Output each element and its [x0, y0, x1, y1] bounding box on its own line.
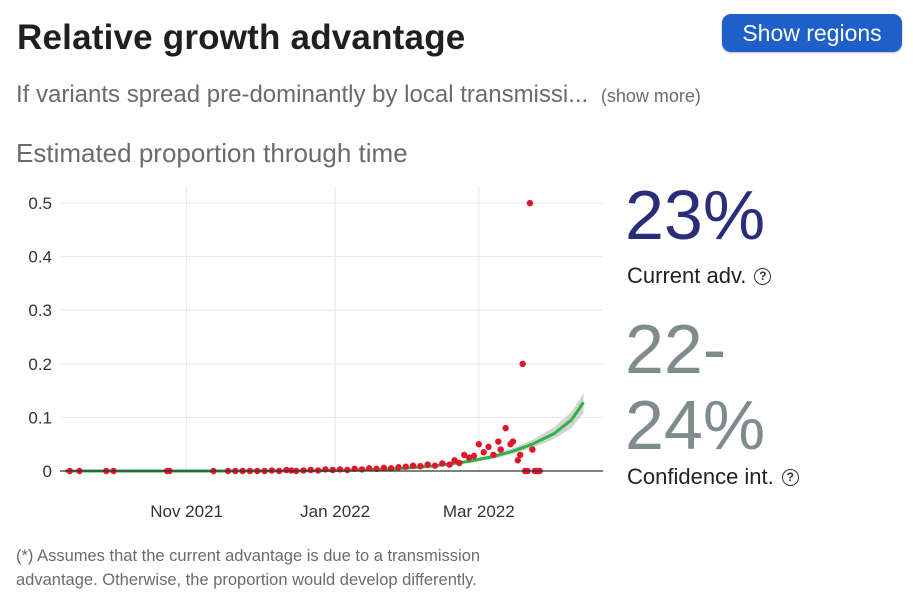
x-tick-label: Jan 2022: [300, 502, 370, 521]
help-icon[interactable]: ?: [781, 469, 799, 486]
data-point: [409, 462, 417, 469]
data-point: [529, 446, 536, 453]
show-regions-button[interactable]: Show regions: [722, 14, 902, 52]
confidence-interval-label: Confidence int.: [627, 464, 774, 489]
fit-line-layer: [64, 401, 585, 473]
data-point: [490, 451, 497, 459]
data-point: [480, 449, 487, 456]
data-point: [451, 457, 458, 464]
data-point: [475, 441, 483, 448]
confidence-interval-value: 22- 24%: [625, 310, 766, 464]
data-point: [380, 464, 388, 471]
footnote: (*) Assumes that the current advantage i…: [16, 544, 576, 592]
data-point: [495, 438, 502, 445]
data-point: [502, 424, 509, 432]
current-advantage-value: 23%: [625, 176, 766, 254]
ci-lower: 22-: [625, 310, 727, 388]
y-tick-label: 0: [43, 462, 52, 481]
y-tick-label: 0.1: [28, 408, 52, 427]
data-point: [322, 466, 329, 473]
proportion-chart: 0 0.1 0.2 0.3 0.4 0.5 Nov 2021 Jan 2022 Mar 2022: [28, 187, 603, 521]
ci-upper: 24%: [625, 385, 766, 464]
data-point: [517, 451, 524, 459]
chart-subtitle: Estimated proportion through time: [16, 138, 408, 168]
help-icon[interactable]: ?: [754, 268, 772, 285]
data-point: [387, 465, 395, 472]
data-point: [470, 452, 478, 460]
data-point: [519, 360, 526, 368]
footnote-line-2: advantage. Otherwise, the proportion wou…: [16, 571, 477, 589]
data-point: [424, 461, 431, 468]
section-title: Relative growth advantage: [17, 18, 466, 57]
data-point: [417, 462, 424, 470]
chart-axes: 0 0.1 0.2 0.3 0.4 0.5 Nov 2021 Jan 2022 Mar 2022: [28, 194, 603, 521]
data-point: [509, 438, 517, 445]
data-point: [358, 466, 366, 473]
x-tick-label: Nov 2021: [150, 502, 223, 521]
y-tick-label: 0.4: [28, 248, 52, 267]
data-point: [336, 466, 344, 473]
description-text: If variants spread pre-dominantly by loc…: [16, 81, 589, 108]
data-point: [307, 466, 315, 474]
footnote-line-1: (*) Assumes that the current advantage i…: [16, 547, 481, 565]
chart-grid: [60, 187, 603, 471]
show-more-link[interactable]: (show more): [600, 86, 701, 106]
data-point: [526, 199, 534, 207]
data-point: [402, 463, 409, 470]
data-point: [395, 464, 402, 471]
fit-line: [64, 401, 585, 473]
description: If variants spread pre-dominantly by loc…: [16, 81, 701, 109]
current-advantage-label: Current adv.: [627, 263, 747, 288]
confidence-band: [64, 393, 584, 471]
data-point: [497, 446, 504, 453]
y-tick-label: 0.3: [28, 301, 52, 320]
data-point: [446, 461, 453, 468]
data-points: [66, 199, 543, 475]
data-point: [485, 443, 492, 451]
data-point: [344, 466, 351, 474]
data-point: [439, 460, 446, 467]
data-point: [461, 451, 468, 459]
y-tick-label: 0.5: [28, 194, 52, 213]
data-point: [431, 462, 439, 469]
x-tick-label: Mar 2022: [443, 502, 515, 521]
data-point: [514, 457, 521, 464]
data-point: [465, 454, 473, 461]
y-tick-label: 0.2: [28, 355, 52, 374]
data-point: [329, 466, 336, 474]
current-advantage-label-row: Current adv.?: [627, 263, 772, 289]
data-point: [456, 459, 463, 467]
confidence-band-area: [64, 393, 584, 471]
confidence-interval-label-row: Confidence int.?: [627, 464, 799, 490]
data-point: [366, 465, 373, 472]
